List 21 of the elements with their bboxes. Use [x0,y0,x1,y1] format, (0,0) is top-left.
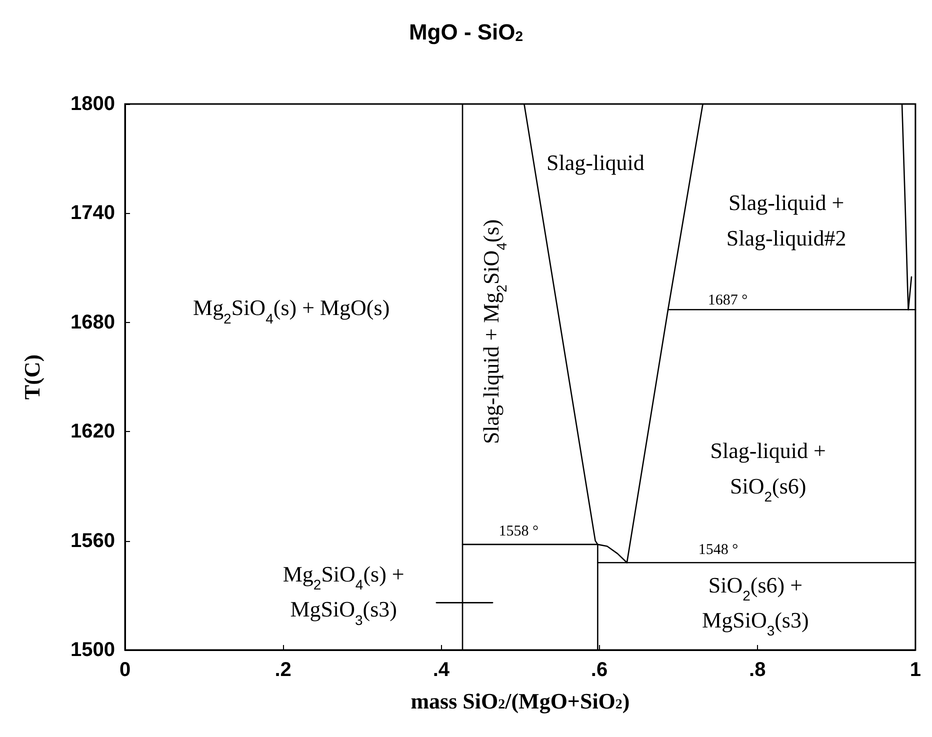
y-tick-label: 1560 [70,530,115,552]
annotation: 1548 ° [698,542,738,558]
y-axis-title: T(C) [20,354,44,400]
chart-title: MgO - SiO2 [408,20,524,44]
y-tick-label: 1800 [70,93,115,115]
x-tick-label: .8 [749,659,766,681]
y-tick-label: 1620 [70,420,115,443]
annotation: Slag-liquid [546,150,644,175]
annotation: Slag-liquid + Mg2SiO4(s) [478,219,510,444]
y-tick-label: 1740 [70,202,115,224]
annotation: 1558 ° [498,524,538,540]
x-tick-label: .4 [432,659,450,681]
x-tick-label: 1 [910,659,921,681]
x-tick-label: 0 [119,659,131,681]
x-tick-label: .2 [274,659,292,681]
annotation: Slag-liquid + Slag-liquid#2 [726,190,846,250]
y-tick-label: 1680 [70,311,115,334]
annotation: 1687 ° [708,292,748,309]
x-tick-label: .6 [590,659,608,681]
x-axis-title: mass SiO2/(MgO+SiO2) [410,688,630,714]
y-tick-label: 1500 [70,639,115,661]
